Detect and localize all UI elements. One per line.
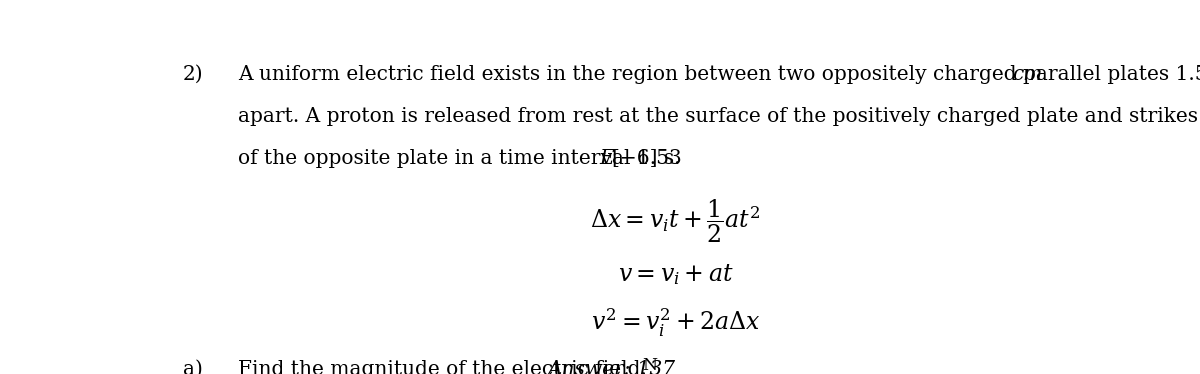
- Text: 2): 2): [182, 65, 203, 84]
- Text: $v^2 = v_i^2 + 2a\Delta x$: $v^2 = v_i^2 + 2a\Delta x$: [590, 307, 761, 339]
- Text: Find the magnitude of the electric field.: Find the magnitude of the electric field…: [239, 360, 660, 374]
- Text: [−6] s.: [−6] s.: [612, 148, 680, 168]
- Text: cm: cm: [1012, 65, 1043, 84]
- Text: $v = v_i + at$: $v = v_i + at$: [618, 262, 733, 287]
- Text: a): a): [182, 360, 203, 374]
- Text: apart. A proton is released from rest at the surface of the positively charged p: apart. A proton is released from rest at…: [239, 107, 1200, 126]
- Text: E: E: [599, 148, 614, 168]
- Text: Answer: 137: Answer: 137: [547, 360, 676, 374]
- Text: $\Delta x = v_i t + \dfrac{1}{2}at^2$: $\Delta x = v_i t + \dfrac{1}{2}at^2$: [590, 197, 761, 245]
- Text: A uniform electric field exists in the region between two oppositely charged par: A uniform electric field exists in the r…: [239, 65, 1200, 84]
- Text: N: N: [642, 357, 658, 374]
- Text: of the opposite plate in a time interval 1.53: of the opposite plate in a time interval…: [239, 148, 682, 168]
